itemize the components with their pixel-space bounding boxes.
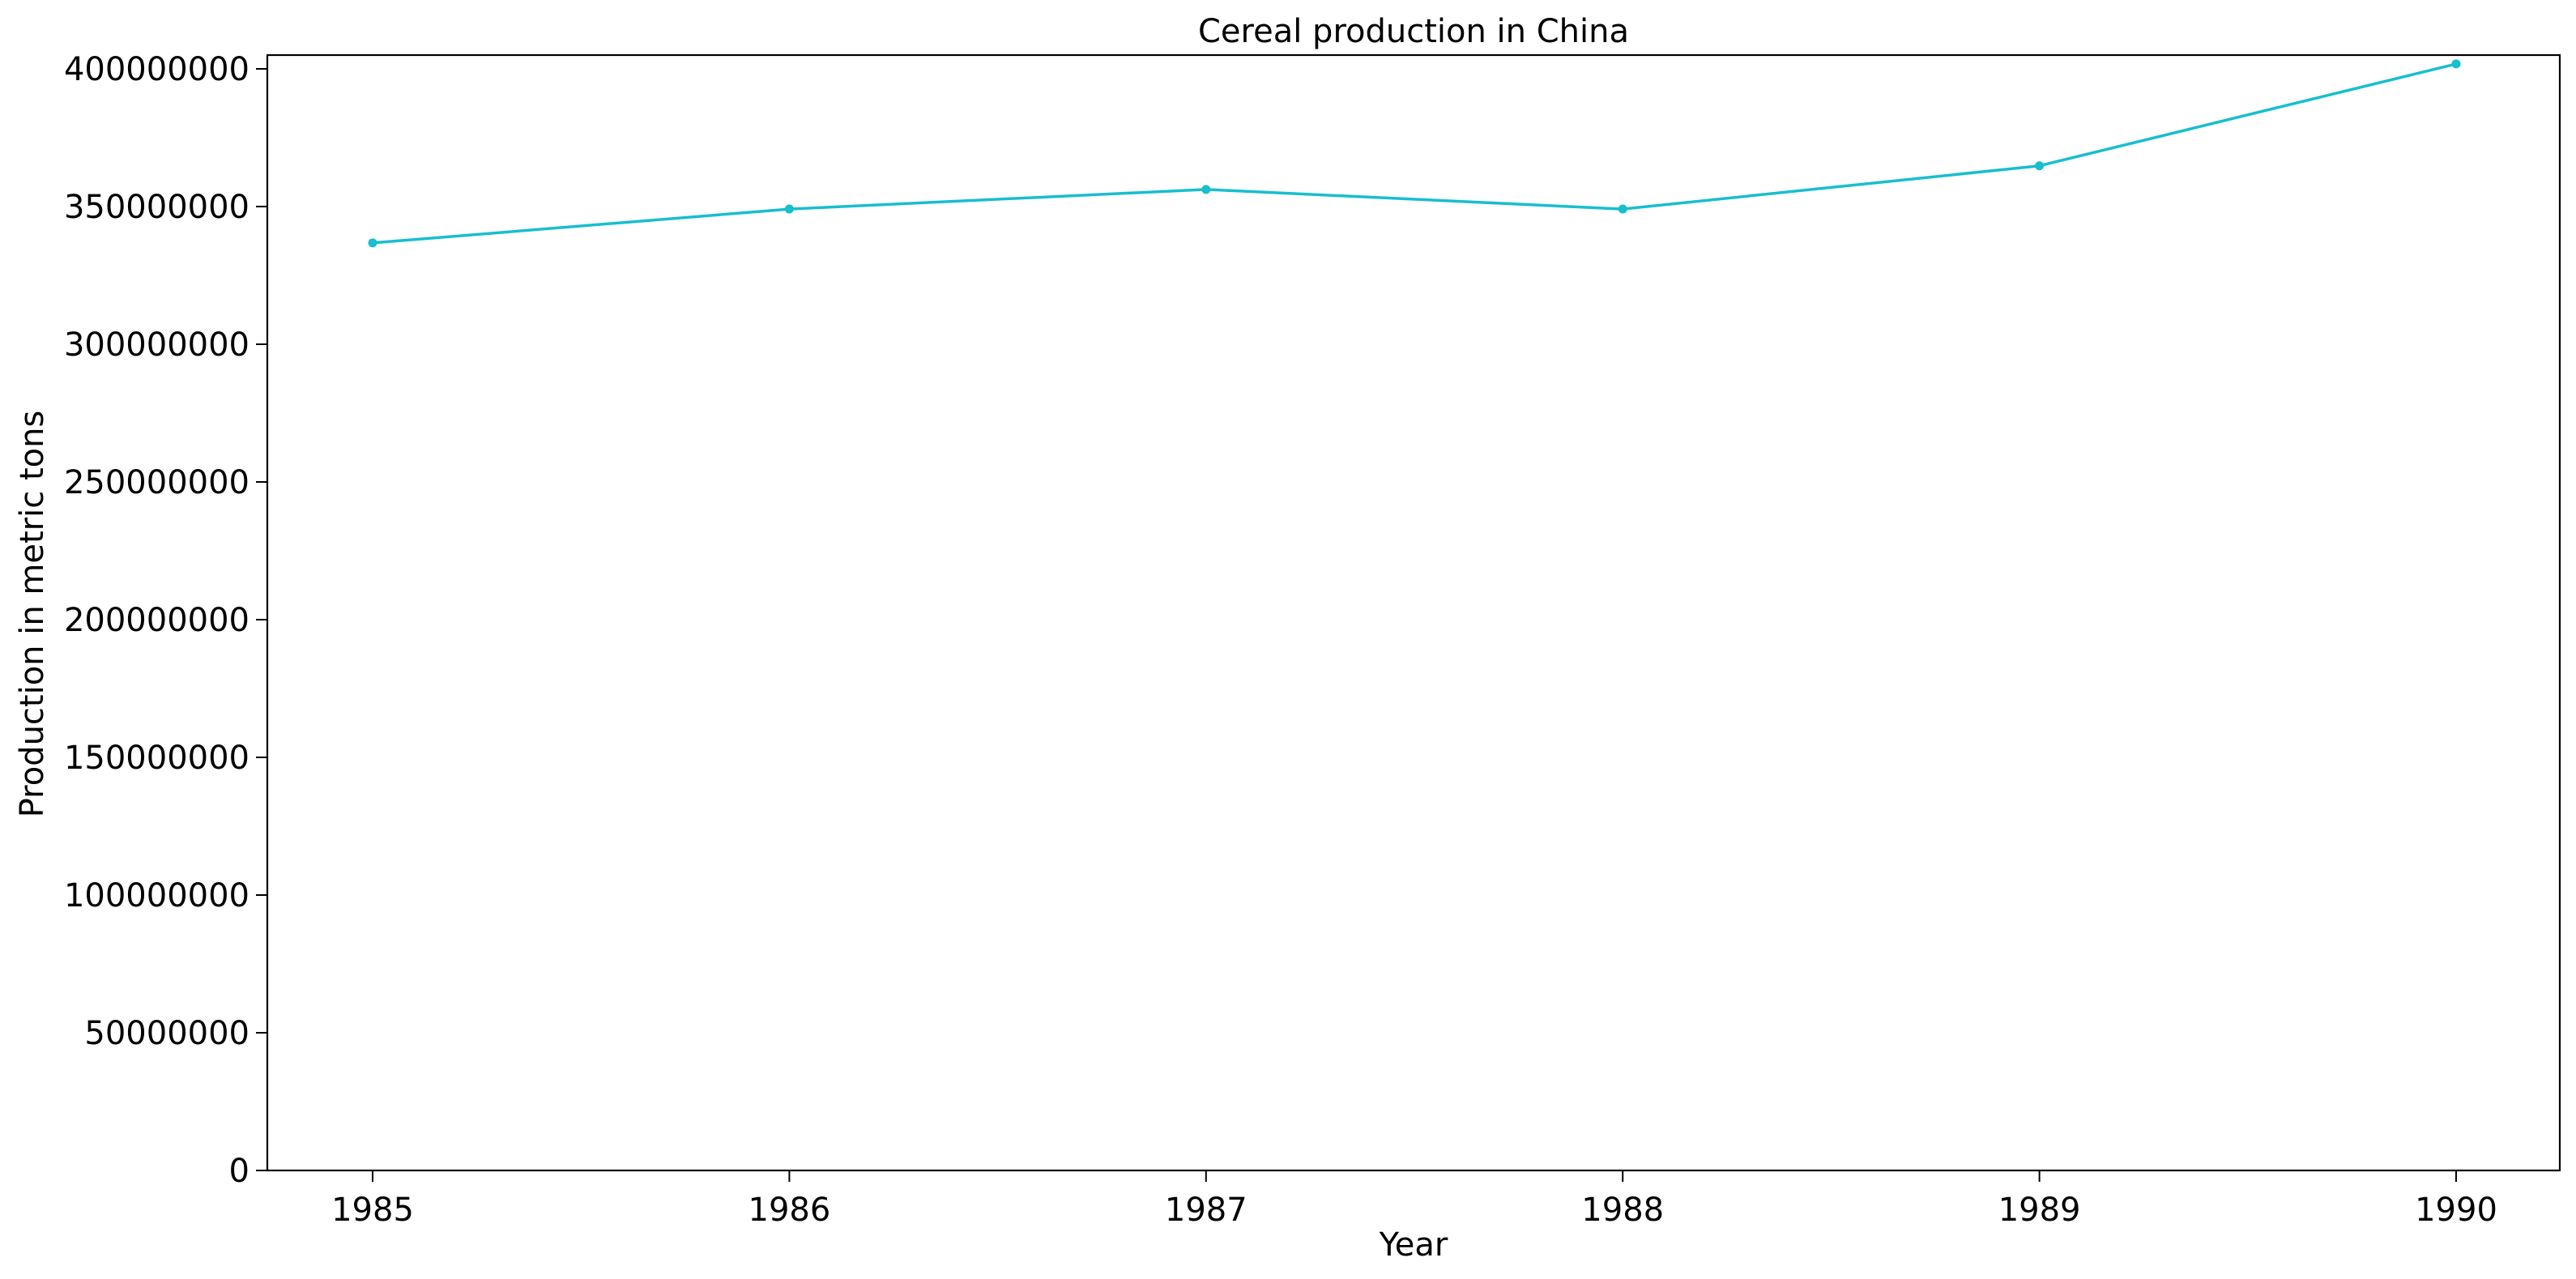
data-point-1985 xyxy=(368,238,377,248)
x-tick-label: 1989 xyxy=(1998,1192,2081,1229)
data-point-1990 xyxy=(2451,59,2461,69)
x-axis-title: Year xyxy=(1379,1226,1448,1264)
plot-area-frame xyxy=(266,53,2561,1172)
y-tick-label: 150000000 xyxy=(64,740,249,777)
y-tick-label: 200000000 xyxy=(64,602,249,639)
series-line xyxy=(371,62,2458,245)
y-tick-label: 0 xyxy=(229,1153,249,1190)
series-layer xyxy=(368,59,2461,248)
data-point-1987 xyxy=(1201,185,1211,194)
y-tick-label: 350000000 xyxy=(64,189,249,226)
data-point-1989 xyxy=(2035,161,2045,171)
y-axis-ticks: 0 50000000 100000000 150000000 200000000 2500… xyxy=(64,51,267,1190)
y-axis-title: Production in metric tons xyxy=(14,411,51,818)
x-tick-label: 1985 xyxy=(331,1192,414,1229)
data-point-1988 xyxy=(1618,204,1627,214)
chart-title: Cereal production in China xyxy=(1198,13,1629,50)
x-tick-label: 1987 xyxy=(1165,1192,1247,1229)
x-tick-label: 1986 xyxy=(748,1192,831,1229)
y-tick-label: 300000000 xyxy=(64,326,249,364)
x-tick-label: 1990 xyxy=(2415,1192,2497,1229)
y-tick-label: 250000000 xyxy=(64,464,249,501)
x-tick-label: 1988 xyxy=(1581,1192,1664,1229)
data-point-1986 xyxy=(784,204,794,214)
y-tick-label: 100000000 xyxy=(64,877,249,914)
y-tick-label: 50000000 xyxy=(84,1015,249,1052)
y-tick-label: 400000000 xyxy=(64,51,249,88)
x-axis-ticks: 1985 1986 1987 1988 1989 1990 xyxy=(331,1170,2497,1229)
